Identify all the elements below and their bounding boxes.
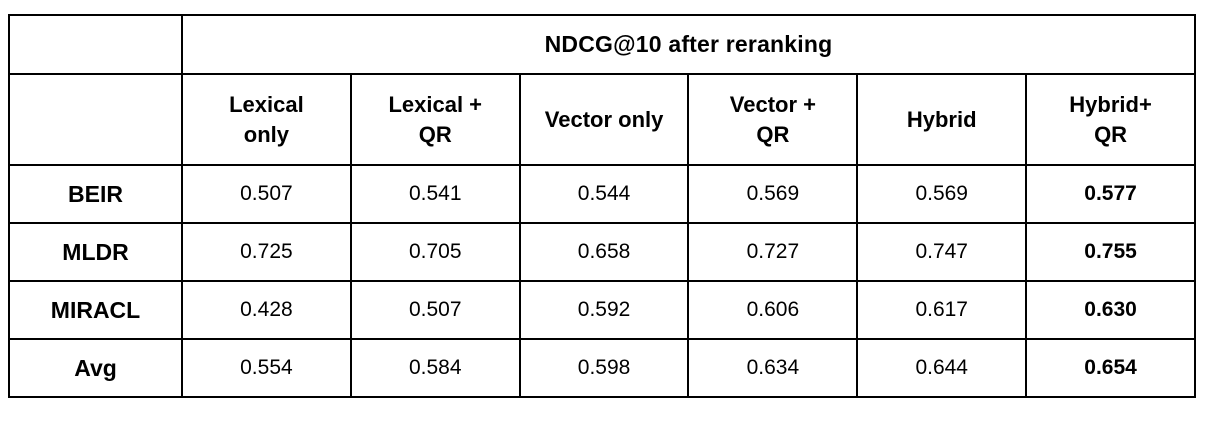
cell-value: 0.507	[349, 280, 521, 340]
row-label-avg: Avg	[8, 338, 183, 398]
row-label-mldr: MLDR	[8, 222, 183, 282]
cell-value: 0.747	[856, 222, 1028, 282]
table-row-beir: BEIR 0.507 0.541 0.544 0.569 0.569 0.577	[8, 164, 1196, 224]
cell-value: 0.606	[687, 280, 859, 340]
cell-value: 0.584	[349, 338, 521, 398]
cell-value-best: 0.755	[1025, 222, 1196, 282]
cell-value: 0.725	[181, 222, 352, 282]
cell-value: 0.569	[856, 164, 1028, 224]
column-header-vector-qr: Vector + QR	[687, 73, 859, 166]
column-header-hybrid-qr: Hybrid+ QR	[1025, 73, 1196, 166]
cell-value: 0.569	[687, 164, 859, 224]
corner-cell-top	[8, 14, 183, 75]
column-header-lexical-qr: Lexical + QR	[349, 73, 521, 166]
cell-value-best: 0.630	[1025, 280, 1196, 340]
cell-value: 0.592	[518, 280, 690, 340]
cell-value: 0.544	[518, 164, 690, 224]
cell-value-best: 0.654	[1025, 338, 1196, 398]
cell-value: 0.507	[181, 164, 352, 224]
table-row-mldr: MLDR 0.725 0.705 0.658 0.727 0.747 0.755	[8, 222, 1196, 282]
cell-value: 0.727	[687, 222, 859, 282]
results-table: NDCG@10 after reranking Lexical only Lex…	[8, 14, 1196, 398]
cell-value-best: 0.577	[1025, 164, 1196, 224]
column-header-row: Lexical only Lexical + QR Vector only Ve…	[8, 73, 1196, 166]
cell-value: 0.554	[181, 338, 352, 398]
table-title: NDCG@10 after reranking	[181, 14, 1196, 75]
column-header-lexical-only: Lexical only	[181, 73, 352, 166]
cell-value: 0.705	[349, 222, 521, 282]
row-label-beir: BEIR	[8, 164, 183, 224]
corner-cell-bottom	[8, 73, 183, 166]
cell-value: 0.598	[518, 338, 690, 398]
table-row-miracl: MIRACL 0.428 0.507 0.592 0.606 0.617 0.6…	[8, 280, 1196, 340]
cell-value: 0.617	[856, 280, 1028, 340]
cell-value: 0.658	[518, 222, 690, 282]
cell-value: 0.541	[349, 164, 521, 224]
cell-value: 0.634	[687, 338, 859, 398]
column-header-vector-only: Vector only	[518, 73, 690, 166]
cell-value: 0.644	[856, 338, 1028, 398]
column-header-hybrid: Hybrid	[856, 73, 1028, 166]
table-row-avg: Avg 0.554 0.584 0.598 0.634 0.644 0.654	[8, 338, 1196, 398]
row-label-miracl: MIRACL	[8, 280, 183, 340]
cell-value: 0.428	[181, 280, 352, 340]
table-title-row: NDCG@10 after reranking	[8, 14, 1196, 75]
